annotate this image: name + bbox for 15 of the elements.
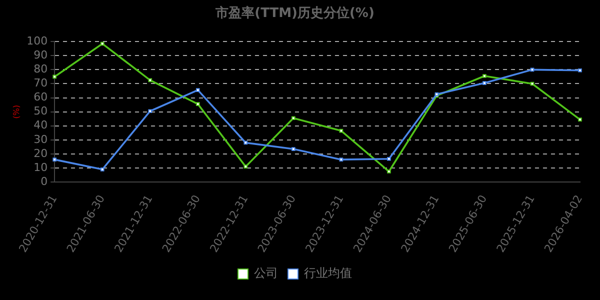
- y-tick-label: 90: [34, 48, 48, 62]
- y-axis-title: (%): [12, 104, 21, 119]
- y-tick-label: 70: [34, 76, 48, 90]
- y-tick-label: 30: [34, 132, 48, 146]
- y-tick-label: 10: [34, 160, 48, 174]
- y-tick-label: 60: [34, 90, 48, 104]
- y-tick-label: 100: [26, 34, 48, 48]
- y-tick-label: 20: [34, 146, 48, 160]
- y-tick-label: 50: [34, 104, 48, 118]
- y-tick-label: 80: [34, 62, 48, 76]
- legend-label: 行业均值: [304, 266, 352, 280]
- y-tick-label: 40: [34, 118, 48, 132]
- y-tick-label: 0: [40, 174, 48, 188]
- legend-label: 公司: [254, 266, 278, 280]
- chart-title: 市盈率(TTM)历史分位(%): [214, 5, 374, 22]
